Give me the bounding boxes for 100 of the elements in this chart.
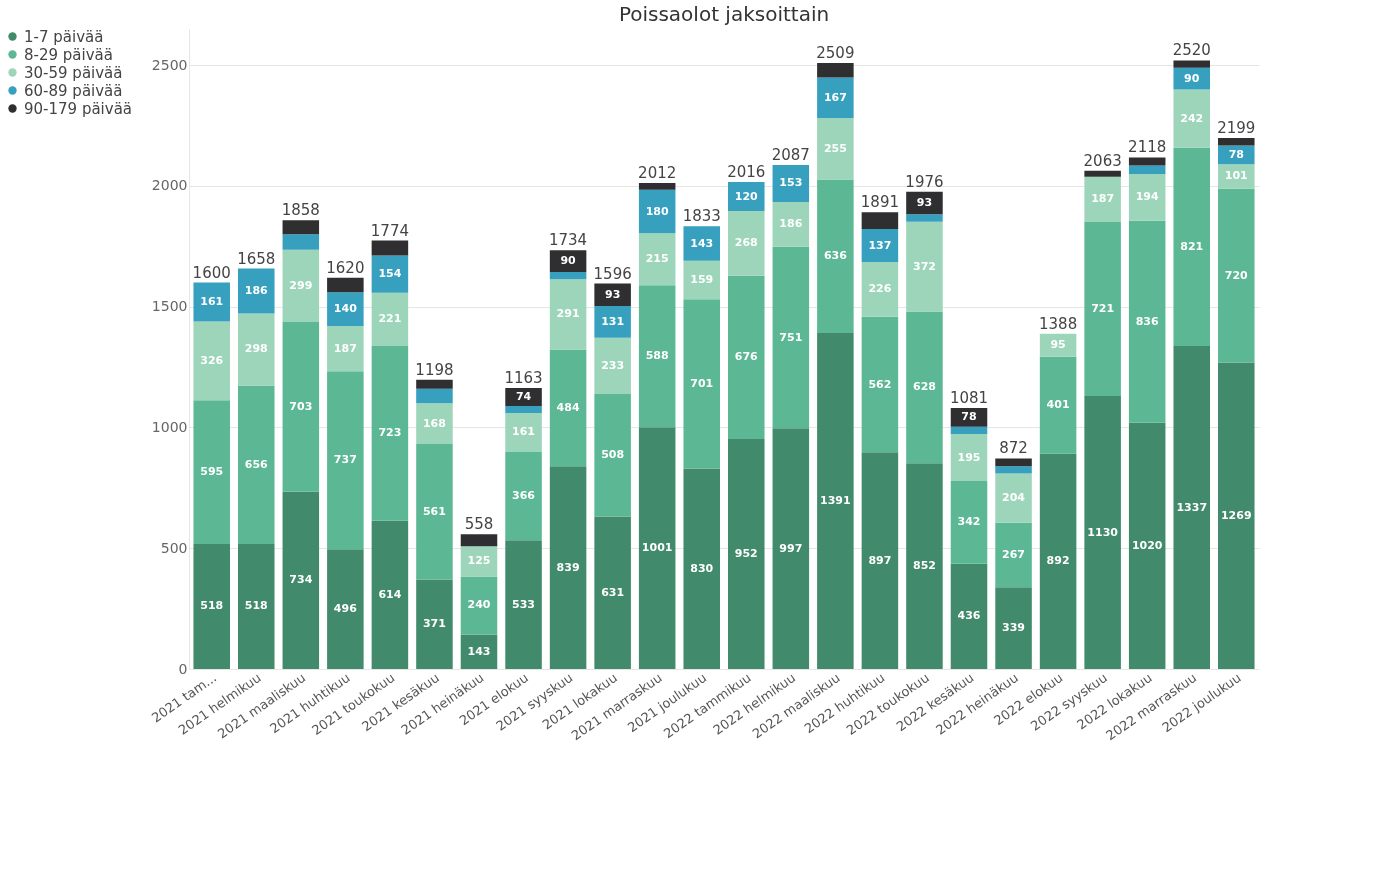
data-label: 401	[1046, 398, 1070, 412]
bar	[505, 540, 542, 669]
data-label: 997	[779, 541, 803, 555]
y-tick-label: 1000	[151, 418, 188, 435]
bar	[772, 246, 810, 429]
data-label: 78	[961, 410, 977, 424]
data-label: 342	[957, 515, 981, 529]
bar	[950, 481, 988, 564]
bar	[638, 427, 676, 669]
data-label: 299	[289, 278, 313, 292]
total-label: 1081	[949, 388, 989, 407]
data-label: 131	[601, 314, 625, 328]
total-label: 2087	[771, 145, 810, 164]
total-label: 1198	[415, 360, 454, 379]
bar	[1218, 137, 1255, 146]
bar	[505, 451, 542, 541]
data-label: 751	[779, 330, 803, 344]
data-label: 371	[422, 617, 446, 631]
data-label: 631	[601, 585, 625, 599]
data-label: 897	[868, 553, 892, 567]
data-label: 215	[645, 252, 669, 266]
y-tick-label: 1500	[151, 298, 188, 315]
data-label: 221	[378, 312, 402, 326]
bar	[906, 221, 943, 312]
data-label: 518	[244, 599, 268, 613]
bar	[683, 226, 720, 261]
data-label: 734	[289, 573, 313, 587]
data-label: 518	[200, 599, 224, 613]
data-label: 143	[690, 236, 714, 250]
bar	[638, 285, 676, 428]
data-label: 180	[645, 204, 669, 218]
total-label: 2118	[1128, 138, 1167, 157]
total-label: 1388	[1039, 314, 1078, 333]
total-label: 1734	[548, 231, 588, 250]
bar	[193, 400, 230, 544]
bar	[1084, 221, 1121, 397]
bar	[416, 388, 453, 404]
total-label: 1596	[593, 264, 632, 283]
bar	[817, 117, 854, 180]
total-label: 1163	[504, 369, 543, 388]
bar	[1084, 176, 1121, 222]
bar	[1218, 145, 1255, 165]
data-label: 143	[467, 644, 491, 658]
bar	[371, 346, 409, 521]
data-label: 737	[333, 453, 357, 467]
y-tick-label: 2000	[151, 177, 188, 194]
y-tick-label: 0	[178, 660, 188, 677]
total-label: 2199	[1217, 118, 1256, 137]
data-label: 656	[244, 457, 269, 471]
total-label: 1774	[370, 221, 409, 240]
data-label: 326	[200, 353, 224, 367]
bar	[817, 77, 854, 118]
bar	[327, 326, 364, 372]
bar	[1218, 362, 1255, 669]
total-label: 1600	[192, 263, 231, 282]
data-label: 93	[916, 196, 933, 210]
data-label: 267	[1002, 547, 1026, 561]
legend-label: 1-7 päivää	[24, 27, 104, 46]
bar	[505, 406, 542, 413]
bar	[995, 466, 1032, 474]
bar	[1173, 60, 1210, 68]
data-label: 101	[1224, 169, 1248, 183]
total-label: 1833	[682, 207, 721, 226]
data-label: 1020	[1131, 538, 1163, 552]
data-label: 561	[422, 504, 446, 518]
data-label: 533	[512, 597, 536, 611]
bar	[549, 271, 587, 280]
data-label: 233	[601, 358, 625, 372]
bar	[772, 428, 810, 669]
bar	[505, 388, 542, 406]
data-label: 628	[912, 380, 936, 394]
bar	[728, 275, 765, 440]
legend-label: 60-89 päivää	[24, 81, 123, 100]
bar	[728, 439, 765, 669]
total-label: 872	[999, 439, 1028, 458]
data-label: 194	[1135, 190, 1160, 204]
data-label: 1130	[1087, 525, 1119, 539]
bar	[1173, 147, 1210, 347]
data-label: 562	[868, 377, 892, 391]
bar	[995, 458, 1032, 467]
data-label: 836	[1135, 314, 1160, 328]
data-label: 291	[556, 307, 580, 321]
data-label: 496	[333, 602, 358, 616]
bar	[1084, 396, 1121, 669]
data-label: 125	[467, 554, 491, 568]
bar	[995, 522, 1032, 588]
bar	[817, 179, 854, 334]
data-label: 78	[1228, 147, 1244, 161]
total-label: 1620	[326, 258, 365, 277]
bar	[861, 212, 899, 229]
legend-label: 90-179 päivää	[24, 99, 133, 118]
bar	[950, 563, 988, 669]
bar	[594, 306, 631, 338]
total-label: 1858	[281, 201, 320, 220]
total-label: 1891	[860, 193, 900, 212]
bar	[1039, 356, 1077, 454]
bar	[995, 587, 1032, 669]
total-label: 1658	[237, 249, 276, 268]
total-label: 2509	[816, 44, 855, 63]
total-label: 2520	[1172, 41, 1211, 60]
